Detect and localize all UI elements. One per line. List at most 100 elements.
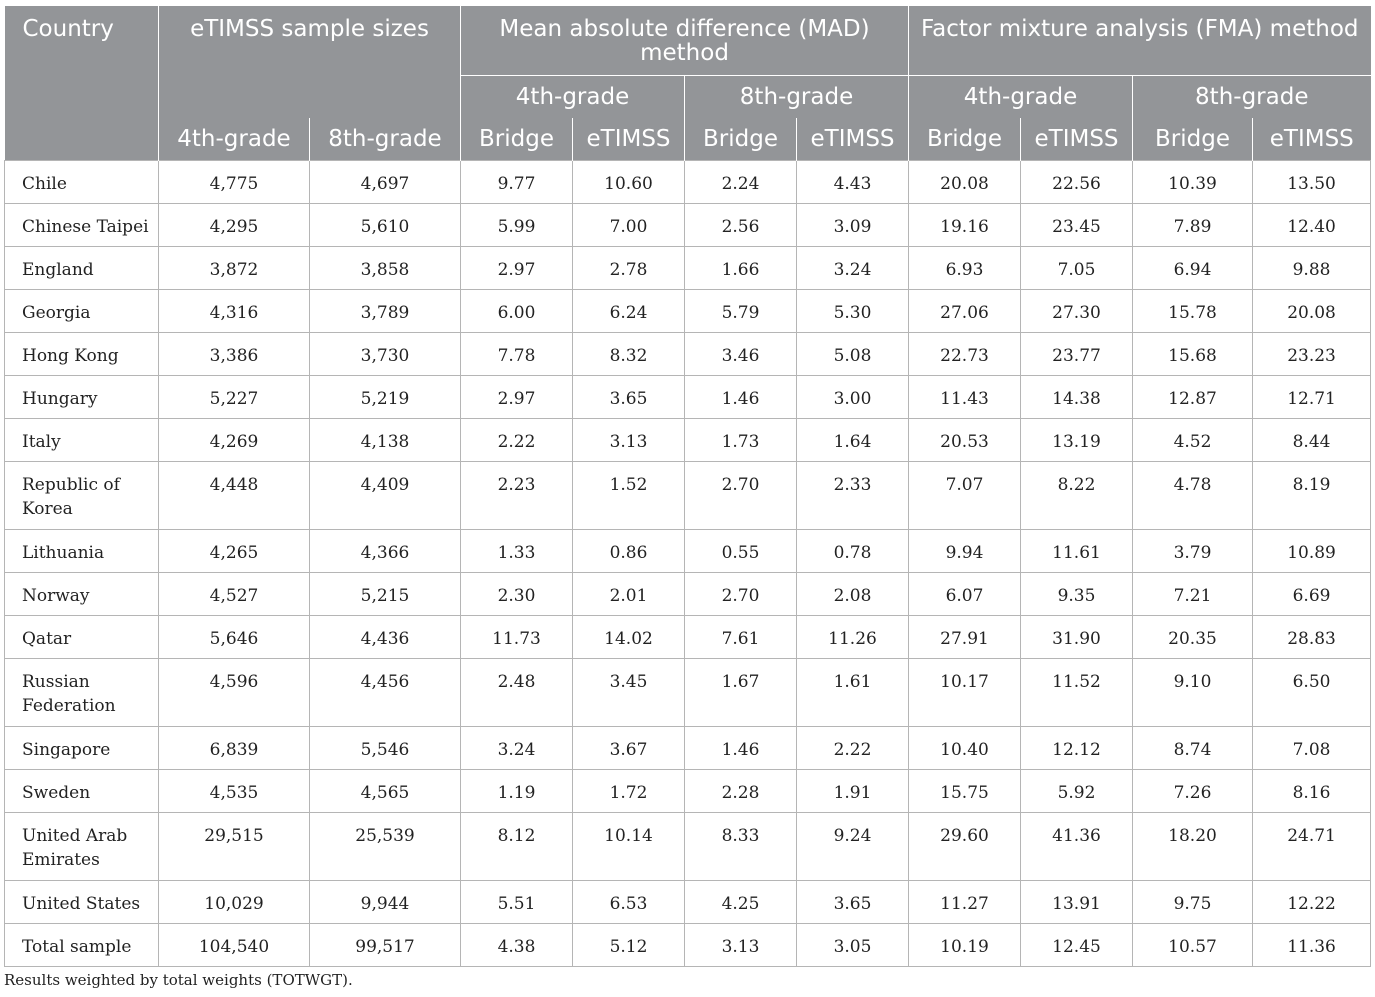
value-cell-fma8e: 6.50 [1252,657,1372,727]
value-cell-n4: 4,596 [158,657,310,727]
value-cell-mad8b: 5.79 [684,288,798,333]
value-cell-mad4b: 3.24 [460,725,574,770]
value-cell-n8: 4,366 [308,528,462,573]
value-cell-n4: 10,029 [158,879,310,924]
value-cell-n4: 104,540 [158,922,310,967]
table-row: Hungary 5,227 5,219 2.97 3.65 1.46 3.00 11.43 14… [4,374,1372,419]
value-cell-n4: 4,316 [158,288,310,333]
value-cell-mad8e: 1.64 [796,417,910,462]
table-row: Total sample 104,540 99,517 4.38 5.12 3.13 3.0… [4,922,1372,967]
header-mad-method: Mean absolute difference (MAD) method [460,6,909,75]
value-cell-mad8e: 3.24 [796,245,910,290]
country-cell: United States [4,879,159,924]
header-country: Country [4,6,159,160]
value-cell-fma8b: 18.20 [1132,811,1254,881]
value-cell-mad8b: 8.33 [684,811,798,881]
table-row: Qatar 5,646 4,436 11.73 14.02 7.61 11.26 27.91 3… [4,614,1372,659]
value-cell-mad8b: 2.70 [684,571,798,616]
value-cell-fma8b: 15.78 [1132,288,1254,333]
value-cell-mad4b: 6.00 [460,288,574,333]
value-cell-fma4b: 22.73 [908,331,1022,376]
value-cell-fma8b: 9.75 [1132,879,1254,924]
value-cell-fma8e: 8.19 [1252,460,1372,530]
value-cell-mad4b: 5.99 [460,202,574,247]
country-cell: Hong Kong [4,331,159,376]
value-cell-fma8e: 28.83 [1252,614,1372,659]
value-cell-mad4e: 3.13 [572,417,686,462]
country-cell: Chinese Taipei [4,202,159,247]
table-row: Norway 4,527 5,215 2.30 2.01 2.70 2.08 6.07 9.35… [4,571,1372,616]
value-cell-mad8b: 1.46 [684,374,798,419]
value-cell-fma8b: 4.78 [1132,460,1254,530]
value-cell-fma8b: 4.52 [1132,417,1254,462]
value-cell-n8: 3,789 [308,288,462,333]
value-cell-n4: 4,295 [158,202,310,247]
table-row: Italy 4,269 4,138 2.22 3.13 1.73 1.64 20.53 13.1… [4,417,1372,462]
value-cell-mad4e: 3.45 [572,657,686,727]
value-cell-fma8b: 12.87 [1132,374,1254,419]
value-cell-n4: 29,515 [158,811,310,881]
country-cell: Georgia [4,288,159,333]
value-cell-mad8b: 4.25 [684,879,798,924]
value-cell-fma4e: 11.52 [1020,657,1134,727]
value-cell-mad8e: 11.26 [796,614,910,659]
value-cell-fma8b: 7.21 [1132,571,1254,616]
value-cell-n4: 4,775 [158,159,310,204]
value-cell-mad4e: 0.86 [572,528,686,573]
value-cell-fma8e: 20.08 [1252,288,1372,333]
value-cell-mad8e: 9.24 [796,811,910,881]
table-row: Singapore 6,839 5,546 3.24 3.67 1.46 2.22 10.40… [4,725,1372,770]
table-row: Georgia 4,316 3,789 6.00 6.24 5.79 5.30 27.06 27… [4,288,1372,333]
value-cell-mad4b: 2.48 [460,657,574,727]
value-cell-n4: 3,872 [158,245,310,290]
value-cell-fma8b: 9.10 [1132,657,1254,727]
value-cell-mad4b: 5.51 [460,879,574,924]
value-cell-n4: 5,227 [158,374,310,419]
value-cell-n8: 4,409 [308,460,462,530]
value-cell-mad4b: 7.78 [460,331,574,376]
value-cell-fma4e: 31.90 [1020,614,1134,659]
value-cell-fma4e: 23.45 [1020,202,1134,247]
value-cell-fma4b: 10.19 [908,922,1022,967]
value-cell-mad4e: 2.78 [572,245,686,290]
value-cell-n8: 4,456 [308,657,462,727]
value-cell-n8: 5,610 [308,202,462,247]
value-cell-mad8b: 1.73 [684,417,798,462]
value-cell-mad4e: 6.53 [572,879,686,924]
value-cell-mad4e: 8.32 [572,331,686,376]
value-cell-fma4b: 7.07 [908,460,1022,530]
value-cell-fma4b: 10.17 [908,657,1022,727]
value-cell-mad8b: 1.67 [684,657,798,727]
header-mad4-etimss: eTIMSS [572,118,685,160]
header-sample-grade4: 4th-grade [158,118,310,160]
value-cell-mad4b: 2.23 [460,460,574,530]
value-cell-mad8e: 3.00 [796,374,910,419]
value-cell-mad8e: 4.43 [796,159,910,204]
header-fma8-bridge: Bridge [1132,118,1253,160]
value-cell-fma4e: 13.19 [1020,417,1134,462]
value-cell-fma8e: 7.08 [1252,725,1372,770]
value-cell-n8: 9,944 [308,879,462,924]
value-cell-fma8b: 7.89 [1132,202,1254,247]
value-cell-mad8e: 5.30 [796,288,910,333]
value-cell-fma8e: 6.69 [1252,571,1372,616]
country-cell: Russian Federation [4,657,159,727]
header-fma4-etimss: eTIMSS [1020,118,1133,160]
value-cell-mad8e: 1.91 [796,768,910,813]
value-cell-n8: 5,215 [308,571,462,616]
value-cell-mad8b: 1.66 [684,245,798,290]
value-cell-mad8b: 2.28 [684,768,798,813]
value-cell-fma4e: 14.38 [1020,374,1134,419]
value-cell-fma4e: 27.30 [1020,288,1134,333]
value-cell-fma8e: 10.89 [1252,528,1372,573]
country-cell: England [4,245,159,290]
value-cell-fma8e: 12.22 [1252,879,1372,924]
country-cell: Total sample [4,922,159,967]
table-body: Chile 4,775 4,697 9.77 10.60 2.24 4.43 20.08 22.… [4,159,1372,967]
value-cell-fma4b: 6.07 [908,571,1022,616]
country-cell: Chile [4,159,159,204]
value-cell-mad4e: 10.60 [572,159,686,204]
value-cell-mad4b: 2.97 [460,374,574,419]
value-cell-mad8e: 3.09 [796,202,910,247]
value-cell-fma8b: 20.35 [1132,614,1254,659]
